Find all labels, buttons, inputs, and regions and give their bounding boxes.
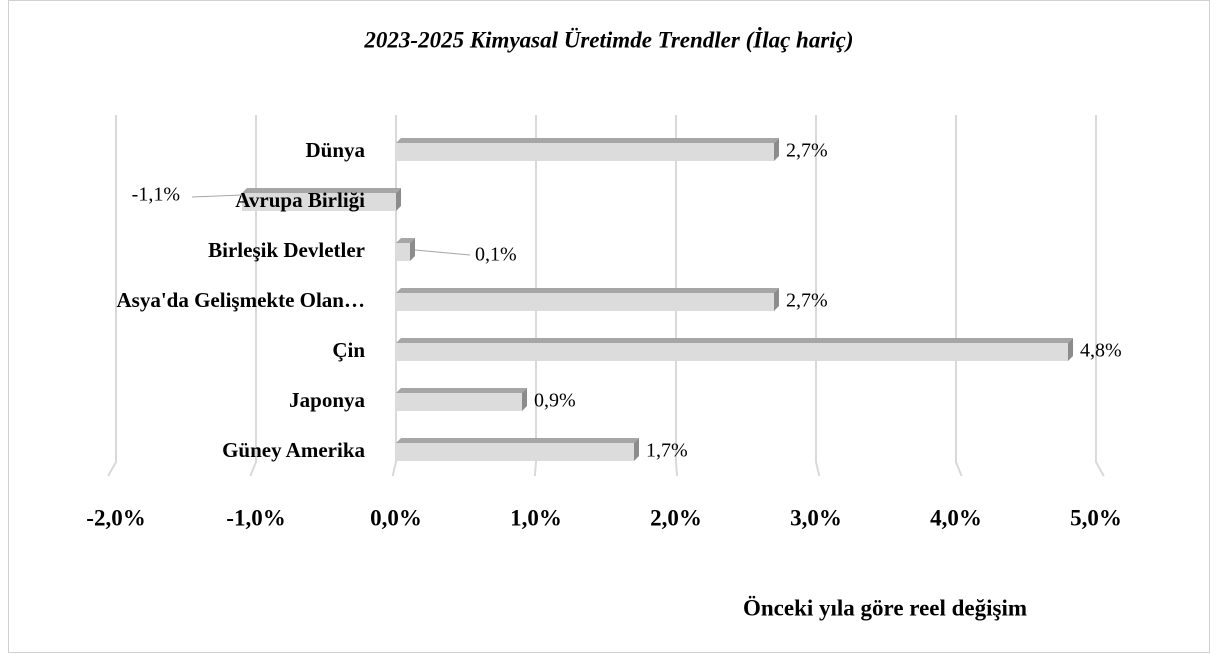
bar xyxy=(242,188,401,211)
bar-side-face xyxy=(410,238,415,261)
bar-top-face xyxy=(396,288,779,293)
grid-line xyxy=(107,115,117,477)
x-tick-label: 2,0% xyxy=(650,505,702,530)
bar-side-face xyxy=(774,288,779,311)
bar-front-face xyxy=(396,393,522,411)
bar-top-face xyxy=(242,188,401,193)
grid-line xyxy=(675,115,679,477)
data-label: -1,1% xyxy=(132,184,180,206)
bar-front-face xyxy=(396,343,1068,361)
bar-side-face xyxy=(522,388,527,411)
bar-side-face xyxy=(634,438,639,461)
bar xyxy=(396,138,779,161)
bar-front-face xyxy=(396,143,774,161)
data-label: 1,7% xyxy=(646,440,688,462)
bar xyxy=(396,438,639,461)
bar-side-face xyxy=(774,138,779,161)
grid-line xyxy=(391,115,397,477)
x-tick-label: 3,0% xyxy=(790,505,842,530)
bar-top-face xyxy=(396,338,1073,343)
leader-line xyxy=(191,194,243,198)
bar-front-face xyxy=(396,243,410,261)
y-tick-label: Çin xyxy=(332,338,365,362)
data-label: 4,8% xyxy=(1080,340,1122,362)
bar-side-face xyxy=(1068,338,1073,361)
y-tick-label: Avrupa Birliği xyxy=(235,188,365,212)
x-axis-title: Önceki yıla göre reel değişim xyxy=(743,595,1027,620)
grid-line xyxy=(815,115,821,477)
bar-top-face xyxy=(396,238,415,243)
bar xyxy=(396,338,1073,361)
grid-line xyxy=(249,115,257,477)
grid-line xyxy=(1095,115,1105,477)
bar xyxy=(396,288,779,311)
chart-frame xyxy=(8,0,1210,653)
data-label: 0,9% xyxy=(534,390,576,412)
x-tick-label: -2,0% xyxy=(86,505,145,530)
y-tick-label: Asya'da Gelişmekte Olan… xyxy=(116,288,365,312)
bar-top-face xyxy=(396,138,779,143)
data-label: 0,1% xyxy=(475,244,517,266)
bar-top-face xyxy=(396,388,527,393)
y-tick-label: Birleşik Devletler xyxy=(208,238,365,262)
x-tick-label: 4,0% xyxy=(930,505,982,530)
chart-title: 2023-2025 Kimyasal Üretimde Trendler (İl… xyxy=(363,26,853,52)
data-label: 2,7% xyxy=(786,290,828,312)
x-tick-label: -1,0% xyxy=(226,505,285,530)
grid-line xyxy=(955,115,963,477)
y-tick-label: Japonya xyxy=(289,388,365,412)
y-tick-label: Dünya xyxy=(305,138,365,162)
y-tick-label: Güney Amerika xyxy=(222,438,365,462)
leader-line xyxy=(414,249,471,256)
x-tick-label: 0,0% xyxy=(370,505,422,530)
bar xyxy=(396,388,527,411)
bar-top-face xyxy=(396,438,639,443)
bar xyxy=(396,238,415,261)
x-tick-label: 1,0% xyxy=(510,505,562,530)
bar-front-face xyxy=(396,293,774,311)
bar-side-face xyxy=(396,188,401,211)
data-label: 2,7% xyxy=(786,140,828,162)
bar-front-face xyxy=(242,193,396,211)
grid-line xyxy=(533,115,537,477)
bar-front-face xyxy=(396,443,634,461)
x-tick-label: 5,0% xyxy=(1070,505,1122,530)
